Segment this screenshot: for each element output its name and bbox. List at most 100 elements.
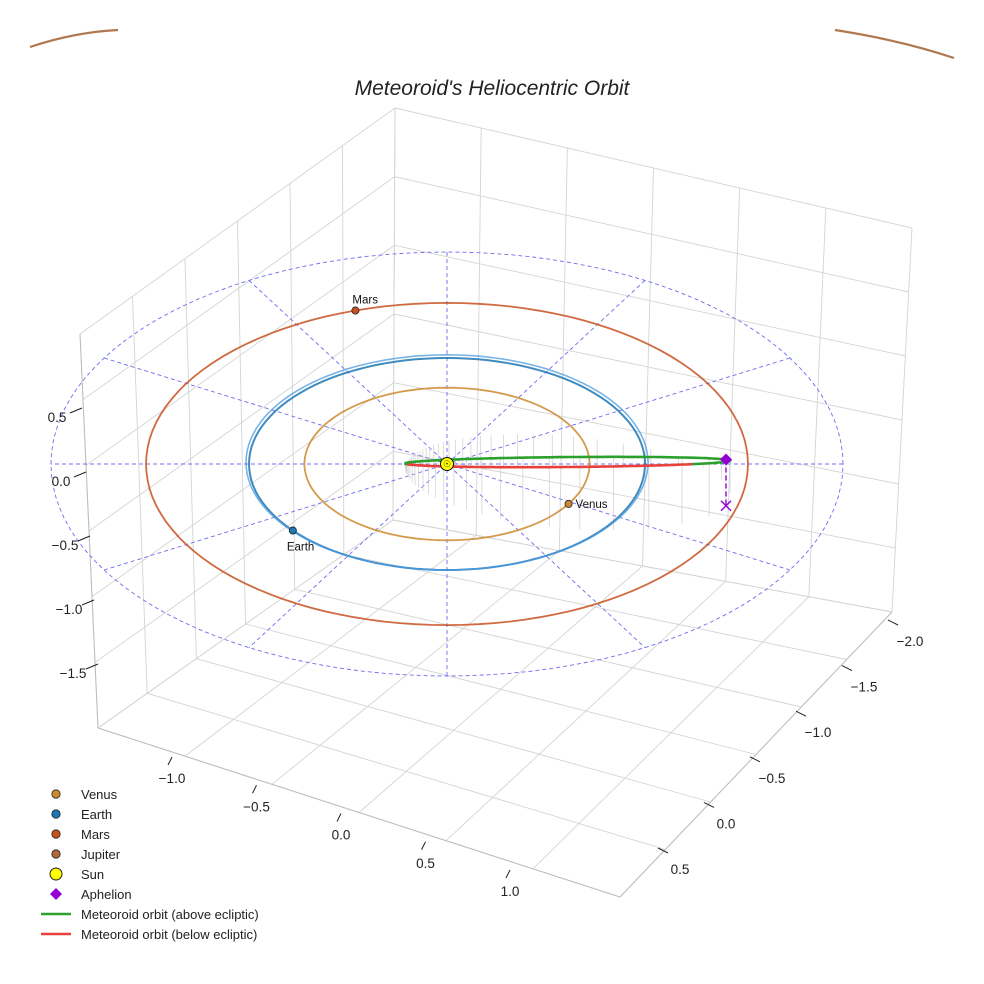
y-axis-line — [619, 611, 893, 898]
legend-item: Sun — [49, 867, 104, 882]
x-tick-mark — [167, 756, 173, 766]
z-tick-mark — [69, 407, 83, 414]
legend-item: Meteoroid orbit (above ecliptic) — [41, 907, 259, 922]
legend-item: Mars — [51, 827, 110, 842]
z-axis-line — [79, 333, 99, 729]
jupiter-orbit-arc-left — [29, 28, 119, 49]
back-grid-h — [393, 382, 899, 485]
floor-grid-b — [245, 623, 757, 755]
legend-item: Venus — [51, 787, 118, 802]
legend-dot-icon — [51, 809, 61, 819]
x-tick-label: 0.0 — [332, 828, 351, 843]
legend-item: Jupiter — [51, 847, 121, 862]
z-tick-label: −0.5 — [52, 538, 79, 553]
left-grid-h — [82, 176, 395, 401]
sun-marker — [440, 457, 454, 471]
legend-dot-icon — [51, 789, 61, 799]
legend-label: Meteoroid orbit (above ecliptic) — [81, 907, 259, 922]
mars-label: Mars — [352, 295, 378, 307]
ecliptic-radial-line — [248, 280, 646, 648]
legend-label: Venus — [81, 787, 118, 802]
floor-grid-b — [343, 554, 847, 660]
x-tick-label: 0.5 — [416, 856, 435, 871]
y-tick-mark — [657, 847, 669, 854]
legend-label: Aphelion — [81, 887, 132, 902]
venus-label: Venus — [576, 499, 608, 511]
x-tick-label: 1.0 — [501, 884, 520, 899]
back-grid-h — [394, 107, 913, 229]
left-grid-h — [94, 450, 394, 663]
planet-orbits — [145, 301, 749, 627]
x-tick-mark — [252, 785, 257, 794]
z-tick-label: −1.5 — [60, 666, 87, 681]
z-tick-label: 0.0 — [52, 474, 71, 489]
earth-label: Earth — [287, 542, 315, 554]
jupiter-orbit-arcs — [29, 28, 955, 60]
legend-label: Jupiter — [81, 847, 121, 862]
floor-grid-b — [294, 588, 802, 708]
legend-label: Meteoroid orbit (below ecliptic) — [81, 927, 257, 942]
y-tick-mark — [703, 801, 715, 808]
legend-dot-icon — [51, 849, 61, 859]
chart-title: Meteoroid's Heliocentric Orbit — [355, 77, 631, 100]
legend-item: Meteoroid orbit (below ecliptic) — [41, 927, 257, 942]
z-tick-mark — [85, 663, 99, 670]
sun-glyph: ☉ — [443, 459, 451, 469]
y-tick-mark — [841, 665, 853, 672]
y-tick-mark — [795, 710, 807, 717]
legend-label: Sun — [81, 867, 104, 882]
y-tick-label: −2.0 — [897, 634, 924, 649]
axes-box-grid — [79, 107, 913, 898]
y-tick-mark — [749, 756, 761, 763]
z-tick-label: 0.5 — [48, 410, 67, 425]
left-grid-h — [79, 107, 396, 335]
legend-label: Mars — [81, 827, 110, 842]
x-tick-mark — [421, 841, 426, 850]
floor-grid-b — [196, 658, 711, 803]
y-tick-label: −0.5 — [759, 771, 786, 786]
left-grid-h — [88, 313, 395, 532]
y-tick-mark — [887, 619, 899, 626]
earth-marker — [288, 526, 297, 535]
floor-grid-b — [392, 519, 893, 613]
back-grid-h — [394, 244, 906, 357]
legend-item: Earth — [51, 807, 112, 822]
venus-orbit — [303, 386, 591, 542]
x-tick-mark — [505, 869, 511, 879]
aphelion-projection-marker — [720, 500, 732, 512]
z-tick-mark — [77, 535, 91, 542]
z-tick-label: −1.0 — [56, 602, 83, 617]
legend-label: Earth — [81, 807, 112, 822]
x-tick-label: −0.5 — [243, 799, 270, 814]
y-tick-label: 0.0 — [717, 816, 736, 831]
legend: Venus Earth Mars Jupiter Sun Aphelion Meteoroi… — [41, 787, 259, 942]
x-tick-mark — [336, 813, 342, 822]
left-grid-h — [91, 382, 394, 598]
z-tick-mark — [81, 599, 95, 606]
aphelion-marker — [719, 453, 732, 466]
legend-dot-icon — [51, 829, 61, 839]
floor-grid-b — [147, 692, 666, 850]
x-axis-line — [97, 727, 621, 898]
mars-orbit — [145, 301, 749, 627]
back-grid-h — [394, 176, 909, 293]
z-tick-mark — [73, 471, 87, 478]
back-grid-h — [393, 313, 903, 421]
legend-diamond-icon — [50, 888, 62, 900]
earth-orbit-outer — [245, 353, 649, 571]
ecliptic-radial-line — [248, 280, 646, 648]
jupiter-orbit-arc-right — [834, 28, 955, 60]
left-grid-h — [85, 244, 395, 466]
legend-item: Aphelion — [50, 887, 132, 902]
meteoroid-orbit — [404, 455, 732, 469]
planet-markers: ☉ Venus Earth Mars — [287, 295, 732, 554]
meteoroid-orbit-below — [408, 462, 693, 469]
legend-sun-icon — [49, 867, 63, 881]
y-tick-label: −1.0 — [805, 725, 832, 740]
meteoroid-orbit-above — [404, 455, 732, 466]
venus-marker — [564, 499, 573, 508]
x-tick-label: −1.0 — [159, 771, 186, 786]
y-tick-label: 0.5 — [671, 862, 690, 877]
y-tick-label: −1.5 — [851, 680, 878, 695]
